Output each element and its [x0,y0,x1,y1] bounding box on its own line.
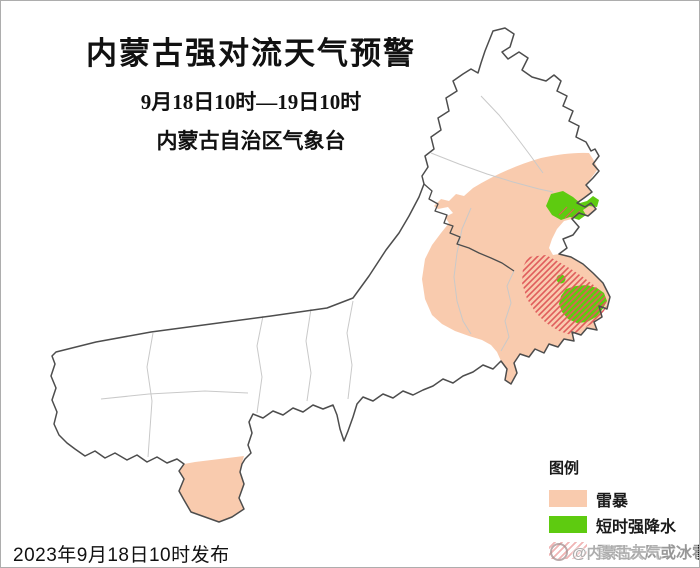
district-boundaries [100,95,554,458]
page-title: 内蒙古强对流天气预警 [86,36,416,71]
gale-hail-region [522,255,607,335]
legend-heading: 图例 [549,461,580,477]
legend-swatch-heavy-rain [549,516,587,533]
league-boundary-dark [423,183,515,272]
legend: 图例 雷暴 短时强降水 雷雨大风或冰雹 [549,457,699,567]
publish-time: 2023年9月18日10时发布 [13,545,230,566]
thunderstorm-region-east [422,152,610,384]
title-block: 内蒙古强对流天气预警 9月18日10时—19日10时 内蒙古自治区气象台 [56,1,446,155]
legend-row-gale-hail: 雷雨大风或冰雹 [549,542,699,562]
province-outline [50,27,611,523]
warning-period: 9月18日10时—19日10时 [140,90,362,114]
legend-row-thunderstorm: 雷暴 [549,490,699,510]
thunderstorm-region-southwest [179,456,244,522]
legend-label-heavy-rain: 短时强降水 [596,518,677,536]
legend-label-gale-hail: 雷雨大风或冰雹 [596,544,700,562]
issuer-name: 内蒙古自治区气象台 [156,129,346,153]
legend-row-heavy-rain: 短时强降水 [549,516,699,536]
legend-label-thunderstorm: 雷暴 [596,492,629,510]
heavy-rain-region-northeast [546,191,599,220]
legend-swatch-thunderstorm [549,490,587,507]
legend-swatch-gale-hail [549,542,587,559]
